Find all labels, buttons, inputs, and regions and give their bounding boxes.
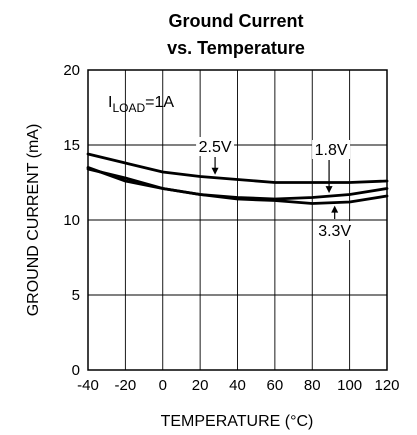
y-tick-label: 15	[63, 137, 80, 154]
x-tick-label: 20	[192, 377, 209, 394]
chart-title-line-2: vs. Temperature	[167, 38, 305, 58]
x-axis-label: TEMPERATURE (°C)	[161, 413, 314, 430]
chart-title-line-1: Ground Current	[169, 11, 304, 31]
x-tick-label: 0	[159, 377, 167, 394]
series-line-1-8v	[86, 167, 389, 201]
annotation-arrow-head	[325, 186, 333, 194]
annotations: 2.5V 1.8V 3.3V	[196, 137, 354, 240]
x-tick-label: 80	[304, 377, 321, 394]
y-tick-label: 0	[72, 362, 80, 379]
annotation-label-bg	[196, 137, 235, 156]
annotation-arrow-head	[211, 167, 219, 175]
x-tick-label: -20	[115, 377, 137, 394]
grid	[88, 70, 387, 370]
x-tick-label: 100	[337, 377, 362, 394]
x-tick-label: -40	[77, 377, 99, 394]
annotation-label: 2.5V	[199, 139, 232, 156]
tick-labels: -40 -20 0 20 40 60 80 100 120 0 5 10 15 20	[63, 62, 399, 394]
x-tick-label: 40	[229, 377, 246, 394]
condition-label: ILOAD=1A	[108, 94, 174, 115]
annotation-label: 3.3V	[318, 223, 351, 240]
series-line-3-3v	[86, 166, 389, 205]
series-line-2-5v	[86, 152, 389, 184]
annotation-label-bg	[315, 221, 354, 240]
plot-frame	[87, 69, 388, 371]
y-tick-label: 20	[63, 62, 80, 79]
annotation-arrow-head	[331, 205, 339, 213]
y-axis-label: GROUND CURRENT (mA)	[25, 124, 42, 317]
x-tick-label: 60	[267, 377, 284, 394]
x-tick-label: 120	[374, 377, 399, 394]
y-tick-label: 10	[63, 212, 80, 229]
annotation-label: 1.8V	[315, 142, 348, 159]
y-tick-label: 5	[72, 287, 80, 304]
annotation-label-bg	[312, 140, 351, 159]
series-lines	[86, 152, 389, 205]
